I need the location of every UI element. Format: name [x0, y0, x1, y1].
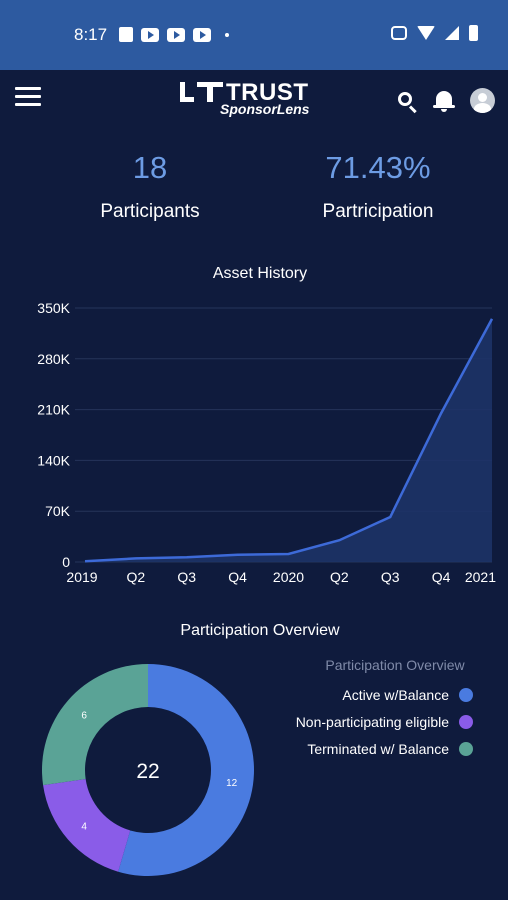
participation-overview-title: Participation Overview	[180, 622, 340, 639]
donut-slice-label: 4	[81, 821, 87, 832]
y-tick-label: 70K	[45, 503, 71, 519]
status-notification-icons	[119, 27, 229, 42]
logo-mark-icon	[180, 82, 224, 106]
participation-value: 71.43%	[325, 150, 431, 185]
donut-slice-label: 12	[226, 778, 238, 789]
donut-slice	[43, 778, 131, 872]
menu-icon[interactable]	[15, 87, 41, 109]
legend-label-nonparticipating: Non-participating eligible	[295, 714, 449, 730]
youtube-icon	[193, 27, 211, 42]
wifi-icon	[417, 26, 435, 40]
x-tick-label: Q3	[177, 569, 196, 585]
app-header: TRUST SponsorLens	[0, 70, 508, 140]
participation-label: Partricipation	[322, 201, 434, 222]
x-tick-label: 2021	[465, 569, 496, 585]
y-tick-label: 140K	[37, 452, 70, 468]
youtube-icon	[141, 27, 159, 42]
status-bar: 8:17	[0, 0, 508, 70]
logo-word: TRUST	[226, 79, 309, 106]
legend-label-active: Active w/Balance	[342, 687, 449, 703]
x-tick-label: Q3	[381, 569, 400, 585]
vibrate-icon	[391, 26, 407, 40]
participants-label: Participants	[100, 201, 200, 222]
x-tick-label: 2020	[273, 569, 304, 585]
y-tick-label: 210K	[37, 402, 70, 418]
legend-dot-nonparticipating	[459, 715, 473, 729]
x-tick-label: Q4	[432, 569, 451, 585]
donut-slice	[41, 664, 148, 786]
legend-item-active[interactable]: Active w/Balance	[342, 687, 473, 703]
participants-value: 18	[132, 150, 168, 185]
app-logo: TRUST SponsorLens	[180, 79, 330, 120]
legend-label-terminated: Terminated w/ Balance	[307, 741, 449, 757]
participants-stat: 18 Participants	[75, 150, 225, 223]
x-tick-label: 2019	[66, 569, 97, 585]
logo-sub: SponsorLens	[220, 101, 310, 117]
search-icon[interactable]	[398, 92, 418, 114]
asset-history-title: Asset History	[212, 265, 308, 282]
y-tick-label: 0	[62, 554, 70, 570]
status-time: 8:17	[74, 25, 108, 44]
avatar[interactable]	[470, 88, 495, 113]
legend-item-nonparticipating[interactable]: Non-participating eligible	[296, 714, 473, 730]
participation-stat: 71.43% Partricipation	[303, 150, 453, 223]
donut-slice	[118, 664, 254, 876]
legend-dot-terminated	[459, 742, 473, 756]
x-tick-label: Q2	[330, 569, 349, 585]
status-system-icons	[391, 25, 478, 41]
signal-icon	[445, 26, 459, 40]
dot-icon	[225, 32, 229, 37]
y-tick-label: 280K	[37, 351, 70, 367]
legend-dot-active	[459, 688, 473, 702]
news-icon	[119, 27, 133, 42]
bell-icon[interactable]	[433, 90, 455, 112]
youtube-icon	[167, 27, 185, 42]
x-tick-label: Q2	[127, 569, 146, 585]
x-tick-label: Q4	[228, 569, 247, 585]
legend-item-terminated[interactable]: Terminated w/ Balance	[307, 741, 473, 757]
donut-slice-label: 6	[81, 711, 87, 722]
donut-center-label: 22	[136, 760, 159, 783]
donut-legend-title: Participation Overview	[325, 657, 465, 673]
battery-icon	[469, 25, 478, 41]
y-tick-label: 350K	[37, 300, 70, 316]
asset-area	[85, 318, 492, 562]
